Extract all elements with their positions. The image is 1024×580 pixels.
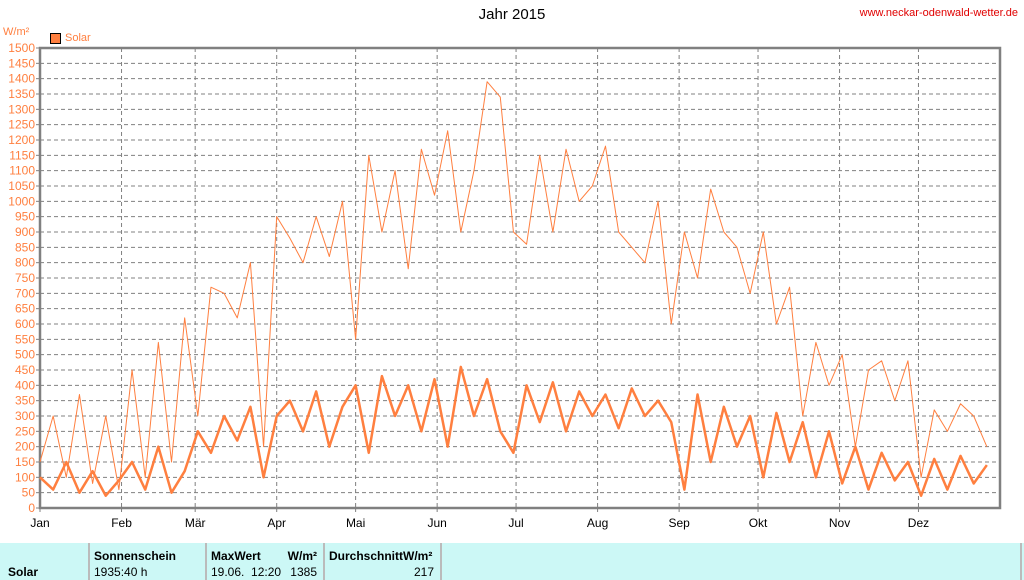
- y-tick-label: 1450: [8, 56, 35, 70]
- y-tick-label: 900: [15, 225, 35, 239]
- x-tick-label: Jan: [30, 516, 49, 530]
- y-tick-label: 950: [15, 210, 35, 224]
- max-unit: W/m²: [287, 549, 317, 563]
- y-tick-label: 1150: [9, 148, 35, 162]
- sunshine-cell: Sonnenschein 1935:40 h: [90, 543, 207, 580]
- y-tick-label: 1200: [8, 133, 35, 147]
- y-tick-label: 1250: [8, 118, 35, 132]
- x-tick-label: Feb: [111, 516, 132, 530]
- row-label-cell: Solar: [0, 543, 90, 580]
- avg-value: 217: [413, 565, 434, 579]
- sunshine-header: Sonnenschein: [94, 549, 177, 563]
- x-tick-label: Jul: [508, 516, 523, 530]
- y-axis-unit: W/m²: [3, 26, 30, 38]
- y-tick-label: 850: [15, 240, 35, 254]
- y-tick-label: 150: [15, 455, 35, 469]
- y-tick-label: 450: [15, 363, 35, 377]
- x-tick-label: Apr: [267, 516, 286, 530]
- x-tick-label: Sep: [668, 516, 690, 530]
- y-tick-label: 500: [15, 348, 35, 362]
- y-tick-label: 50: [22, 486, 36, 500]
- y-tick-label: 750: [15, 271, 35, 285]
- max-header: MaxWert: [211, 549, 261, 563]
- y-tick-label: 200: [15, 440, 35, 454]
- sunshine-value: 1935:40 h: [94, 565, 148, 579]
- legend-label: Solar: [65, 32, 91, 44]
- max-value: 1385: [290, 565, 317, 579]
- site-url-link[interactable]: www.neckar-odenwald-wetter.de: [859, 7, 1018, 19]
- y-tick-label: 1000: [8, 194, 35, 208]
- chart-title: Jahr 2015: [478, 6, 546, 23]
- y-tick-label: 600: [15, 317, 35, 331]
- series-line-avg: [39, 365, 988, 497]
- y-tick-label: 300: [15, 409, 35, 423]
- x-tick-label: Mär: [185, 516, 206, 530]
- y-tick-label: 0: [28, 501, 35, 515]
- empty-cell: [442, 543, 1022, 580]
- x-tick-label: Mai: [346, 516, 365, 530]
- y-tick-label: 1100: [9, 164, 35, 178]
- plot-frame: [38, 46, 1002, 510]
- x-tick-label: Nov: [829, 516, 850, 530]
- x-tick-label: Okt: [749, 516, 768, 530]
- y-tick-label: 1350: [8, 87, 35, 101]
- y-tick-label: 700: [15, 286, 35, 300]
- avg-header: DurchschnittW/m²: [329, 549, 433, 563]
- y-tick-label: 100: [15, 470, 35, 484]
- max-date: 19.06. 12:20: [211, 565, 282, 579]
- y-tick-label: 800: [15, 256, 35, 270]
- x-tick-label: Jun: [427, 516, 446, 530]
- y-tick-label: 550: [15, 332, 35, 346]
- avg-cell: DurchschnittW/m² 217: [325, 543, 442, 580]
- y-tick-label: 350: [15, 394, 35, 408]
- stats-table: Solar Sonnenschein 1935:40 h MaxWert W/m² 1…: [0, 543, 1024, 580]
- legend: Solar: [50, 32, 91, 44]
- y-tick-label: 1300: [8, 102, 35, 116]
- max-cell: MaxWert W/m² 19.06. 12:20 1385: [207, 543, 325, 580]
- x-tick-label: Dez: [908, 516, 929, 530]
- legend-swatch: [50, 32, 61, 44]
- y-tick-label: 1500: [8, 41, 35, 55]
- y-tick-label: 250: [15, 424, 35, 438]
- x-tick-label: Aug: [587, 516, 608, 530]
- y-tick-label: 1050: [8, 179, 35, 193]
- series-line-max: [39, 81, 988, 491]
- y-tick-label: 1400: [8, 72, 35, 86]
- row-label: Solar: [8, 565, 39, 579]
- y-tick-label: 650: [15, 302, 35, 316]
- y-tick-label: 400: [15, 378, 35, 392]
